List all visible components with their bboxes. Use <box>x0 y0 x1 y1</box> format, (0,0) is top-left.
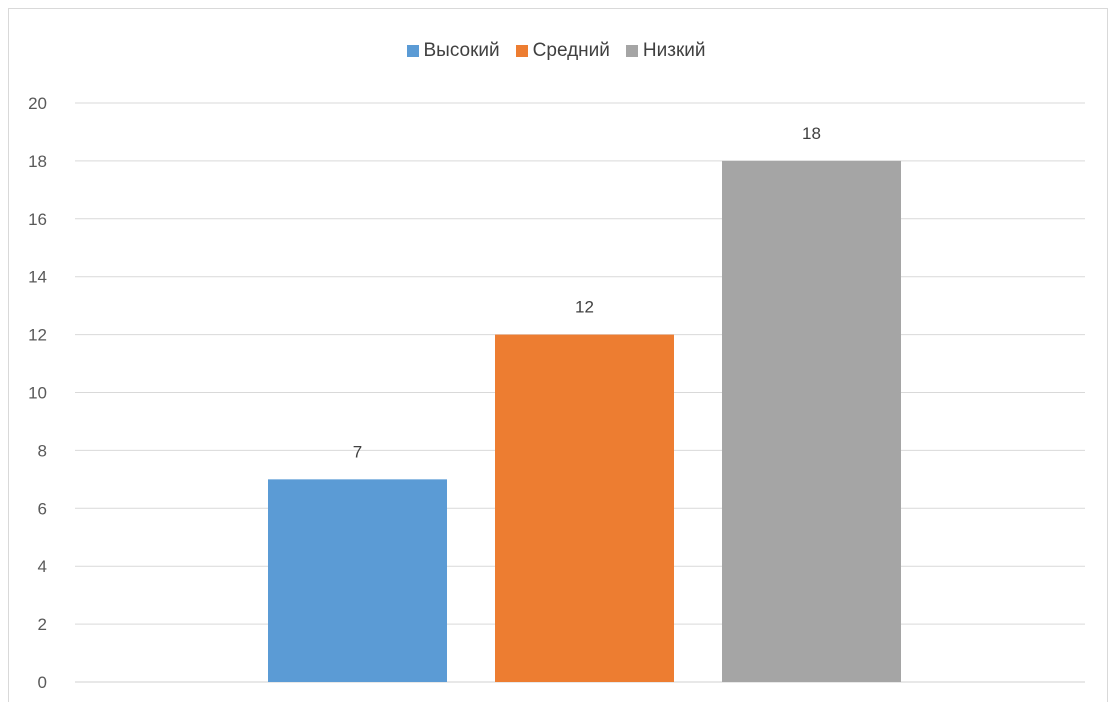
y-tick-label: 6 <box>38 499 47 518</box>
data-label: 18 <box>802 124 821 143</box>
bar-high <box>268 479 447 682</box>
y-tick-label: 2 <box>38 615 47 634</box>
bars <box>268 160 901 682</box>
y-tick-label: 10 <box>28 384 47 403</box>
legend-item-low: Низкий <box>625 40 706 62</box>
legend-label-low: Низкий <box>642 40 706 61</box>
y-tick-label: 20 <box>28 94 47 113</box>
y-tick-label: 14 <box>28 268 47 287</box>
legend-label-medium: Средний <box>532 40 610 61</box>
y-tick-label: 8 <box>38 441 47 460</box>
data-label: 7 <box>353 442 362 461</box>
legend-swatch-high <box>406 45 419 57</box>
legend-item-high: Высокий <box>406 40 500 62</box>
legend-item-medium: Средний <box>515 40 610 62</box>
y-tick-label: 18 <box>28 152 47 171</box>
y-axis-tick-labels: 0 2 4 6 8 10 12 14 16 18 20 <box>28 94 47 692</box>
legend-swatch-medium <box>515 45 528 57</box>
data-labels: 7 12 18 <box>353 124 821 461</box>
bar-medium <box>495 334 674 682</box>
legend-swatch-low <box>625 45 638 57</box>
bar-low <box>722 160 901 682</box>
y-tick-label: 16 <box>28 210 47 229</box>
y-tick-label: 12 <box>28 326 47 345</box>
legend-label-high: Высокий <box>423 40 500 61</box>
y-tick-label: 0 <box>38 673 47 692</box>
chart-legend: Высокий Средний Низкий <box>0 40 1112 62</box>
y-tick-label: 4 <box>38 557 47 576</box>
data-label: 12 <box>575 298 594 317</box>
